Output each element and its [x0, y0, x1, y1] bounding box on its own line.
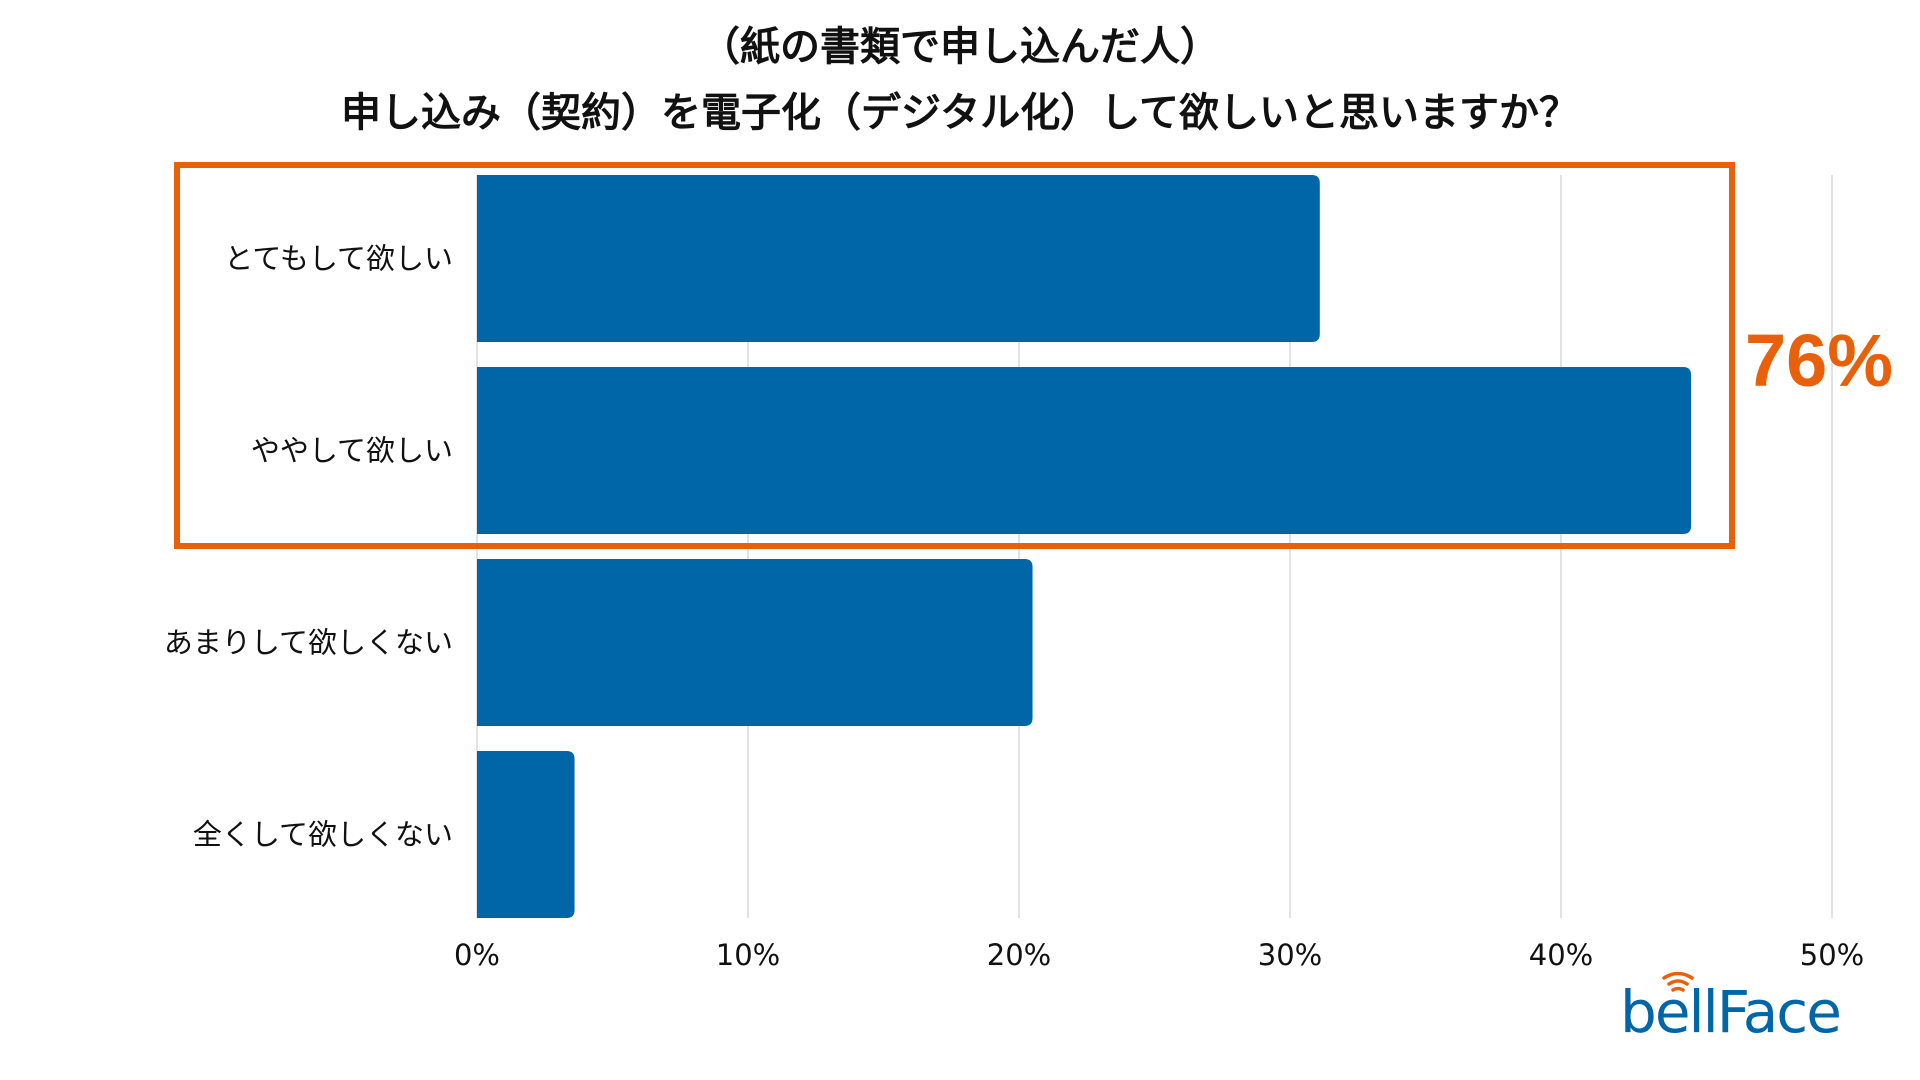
category-label: とてもして欲しい	[224, 242, 453, 276]
bar-3	[477, 751, 575, 918]
bar-0	[477, 175, 1320, 342]
x-tick-label: 30%	[1258, 938, 1322, 972]
bar-1	[477, 367, 1692, 534]
chart-title-line-1: （紙の書類で申し込んだ人）	[700, 24, 1220, 70]
x-tick-label: 20%	[987, 938, 1051, 972]
svg-text:bellFace: bellFace	[1620, 978, 1840, 1042]
x-tick-label: 0%	[454, 938, 500, 972]
category-label: 全くして欲しくない	[193, 818, 453, 852]
category-label: ややして欲しい	[251, 434, 453, 468]
highlight-box	[174, 162, 1735, 549]
bellface-logo: bellFace	[1620, 972, 1842, 1042]
category-label: あまりして欲しくない	[164, 626, 453, 660]
bar-2	[477, 559, 1033, 726]
x-tick-label: 40%	[1529, 938, 1593, 972]
x-tick-label: 50%	[1800, 938, 1864, 972]
x-tick-label: 10%	[716, 938, 780, 972]
chart-title-line-2: 申し込み（契約）を電子化（デジタル化）して欲しいと思いますか？	[341, 90, 1579, 136]
highlight-total-label: 76%	[1745, 319, 1894, 402]
